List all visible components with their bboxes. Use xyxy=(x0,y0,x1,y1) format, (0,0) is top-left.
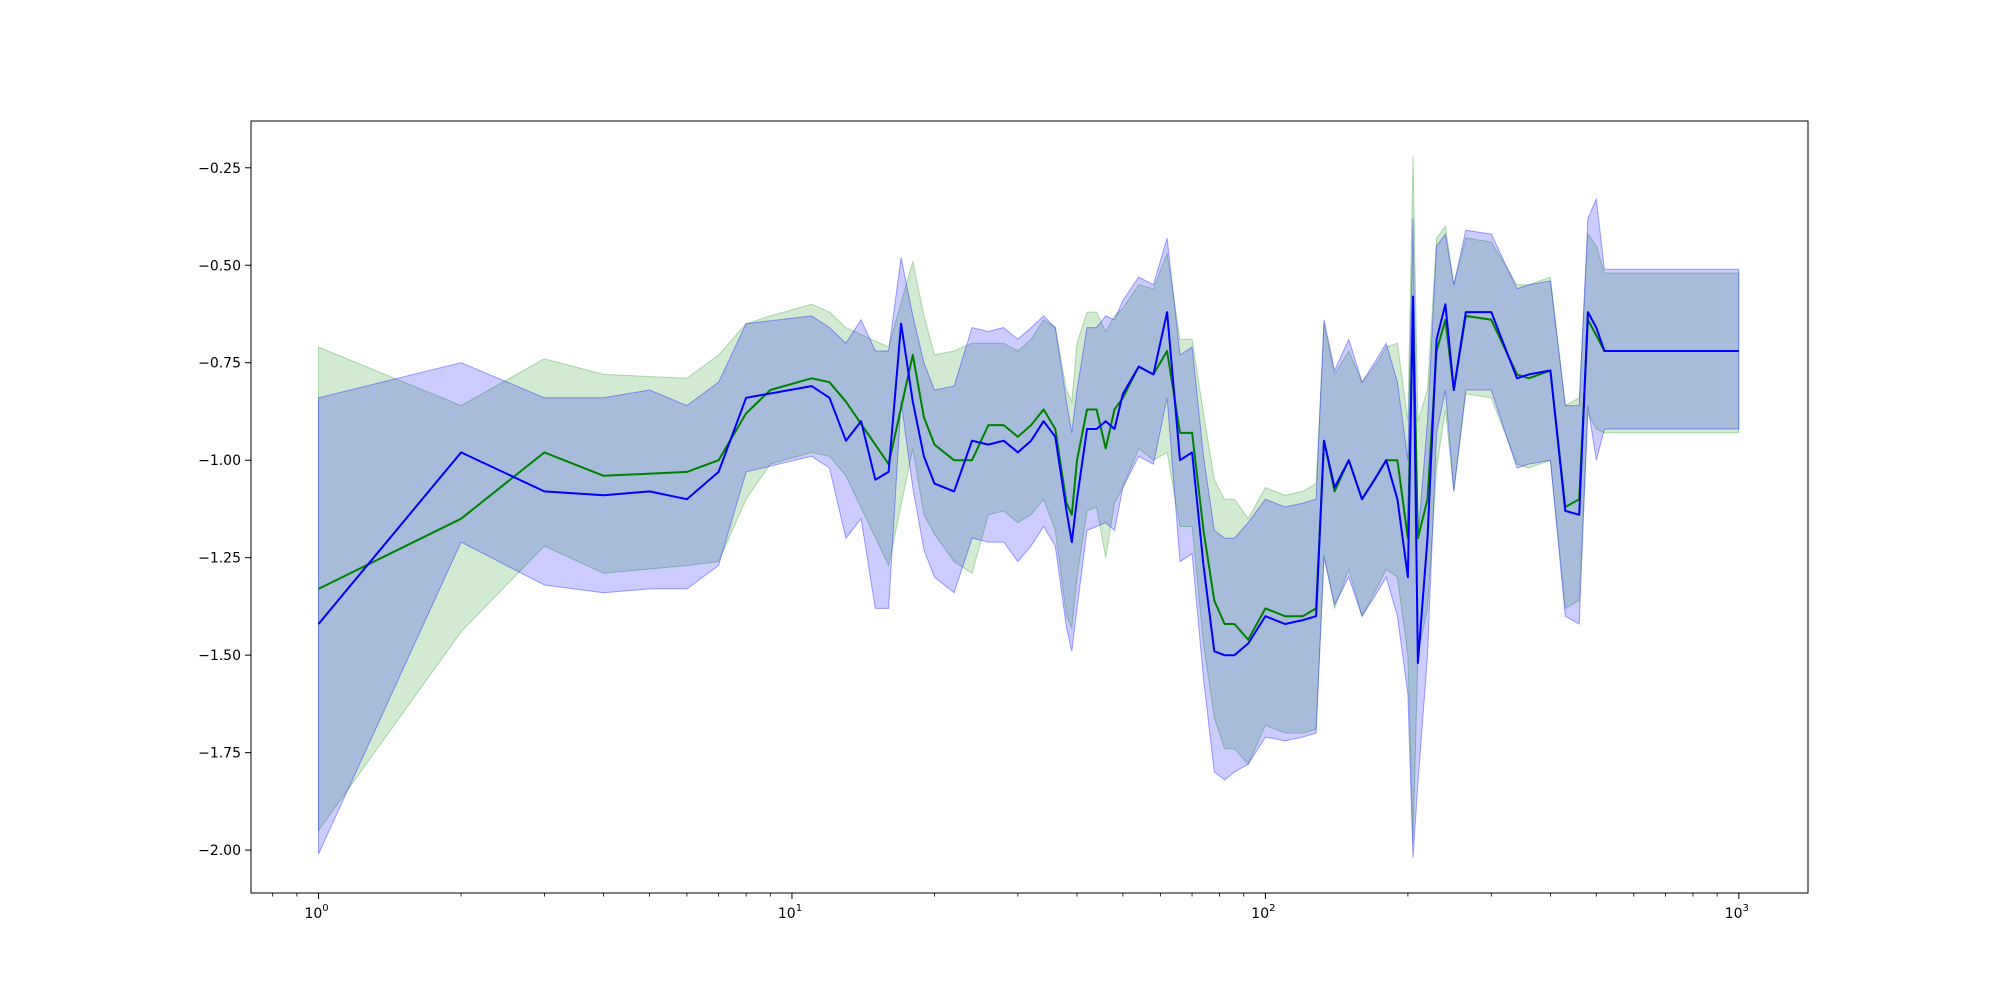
y-tick-label: −0.25 xyxy=(198,161,241,177)
series-1-band xyxy=(318,156,1740,843)
y-tick-label: −0.50 xyxy=(198,258,241,274)
y-tick-label: −1.75 xyxy=(198,746,241,762)
confidence-bands xyxy=(318,156,1740,858)
series-2-line xyxy=(317,295,1739,664)
series-2-band xyxy=(318,197,1740,858)
y-tick-label: −0.75 xyxy=(198,356,241,372)
series-lines xyxy=(317,295,1739,664)
y-tick-label: −1.50 xyxy=(198,648,241,664)
y-tick-label: −1.25 xyxy=(198,551,241,567)
y-tick-label: −1.00 xyxy=(198,453,241,469)
y-axis: −0.25 −0.50 −0.75 −1.00 −1.25 −1.50 −1.75 −2.00 xyxy=(198,161,251,859)
y-tick-label: −2.00 xyxy=(198,843,241,859)
plot-frame xyxy=(250,120,1809,894)
